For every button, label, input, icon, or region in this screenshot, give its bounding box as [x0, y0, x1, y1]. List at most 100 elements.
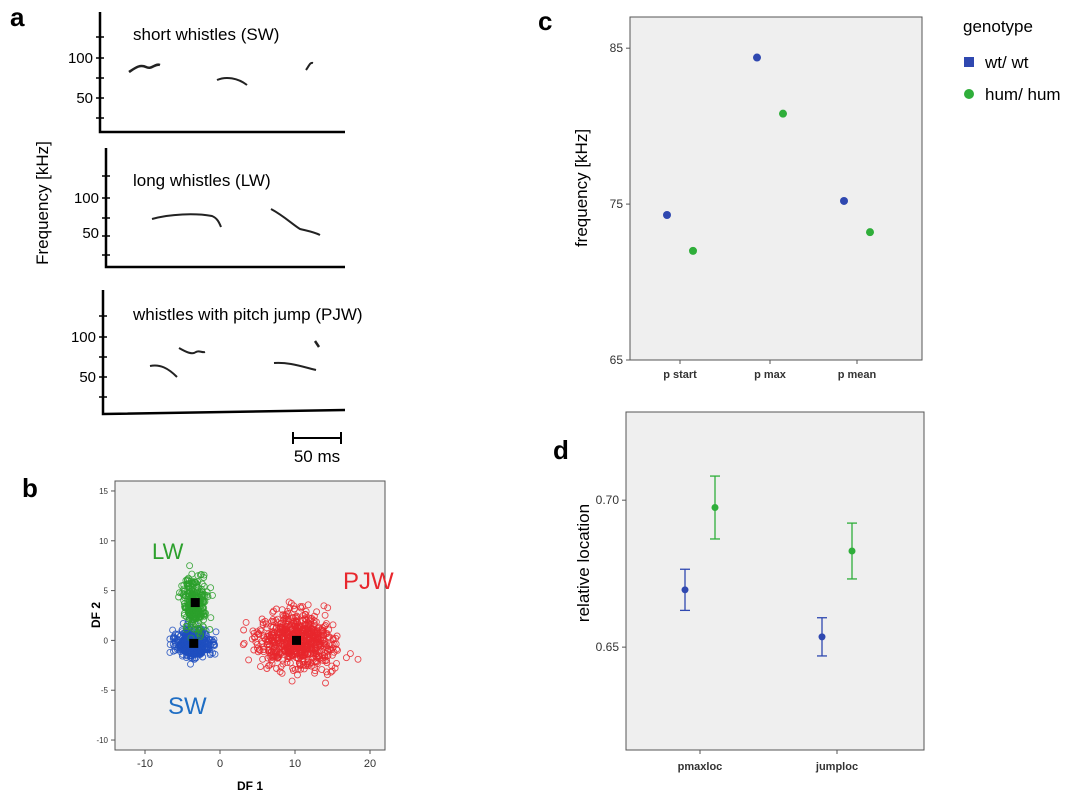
axis-ticks: 65 75 85 p start p max p mean: [610, 41, 877, 381]
scatter-point: [250, 646, 258, 654]
scatter-point: [323, 671, 331, 679]
scatter-point: [313, 654, 321, 661]
scatter-point: [302, 628, 310, 636]
scatter-point: [298, 630, 306, 638]
tick-label-100: 100: [68, 50, 93, 67]
scatter-point: [321, 622, 329, 629]
scatter-point: [283, 638, 291, 646]
scatter-point: [316, 639, 324, 647]
y-tick-label: 5: [104, 587, 109, 596]
scatter-point: [253, 628, 261, 636]
scatter-point: [305, 631, 313, 639]
scatter-point: [273, 665, 280, 672]
scatter-point: [321, 611, 329, 619]
scatter-point: [171, 643, 178, 650]
scatter-point: [268, 659, 276, 667]
scatter-point: [259, 621, 267, 629]
scatter-point: [310, 617, 318, 625]
scatter-point: [254, 648, 262, 656]
scatter-point: [306, 644, 314, 651]
scatter-point: [305, 624, 312, 632]
scatter-point: [192, 614, 200, 622]
scatter-point: [195, 622, 202, 630]
centroid-marker: [292, 635, 301, 645]
scatter-point: [312, 633, 320, 641]
scatter-point: [257, 663, 264, 671]
scatter-point: [323, 659, 331, 667]
spectrogram-axes: [101, 290, 346, 416]
y-tick-label: 10: [99, 537, 108, 546]
y-tick-label: 65: [610, 353, 624, 367]
scatter-point: [199, 638, 207, 646]
scatter-point: [288, 677, 296, 685]
scatter-point: [278, 619, 285, 627]
y-tick-label: -5: [101, 686, 109, 695]
scatter-point: [176, 589, 183, 597]
scatter-point: [196, 632, 204, 640]
x-tick-label: p max: [754, 369, 787, 381]
scatter-point: [183, 651, 191, 659]
scatter-point: [342, 654, 350, 662]
scatter-point: [178, 626, 186, 634]
tick-label-50: 50: [76, 90, 93, 107]
scatter-point: [279, 645, 287, 653]
scatter-point: [328, 662, 336, 670]
scatter-point: [166, 648, 174, 656]
scatter-point: [332, 634, 340, 642]
scatter-point: [304, 658, 312, 666]
scatter-point: [272, 605, 280, 613]
tick-label-50: 50: [82, 225, 99, 242]
scatter-point: [195, 644, 203, 652]
scatter-point: [272, 633, 280, 641]
scatter-point: [203, 646, 211, 653]
scatter-point: [183, 622, 191, 630]
scatter-point: [245, 656, 253, 664]
scatter-point: [311, 669, 319, 677]
panel-a: Frequency [kHz] 100 50 short whistles (S…: [33, 12, 363, 466]
scatter-point: [320, 652, 328, 660]
data-point: [866, 228, 874, 237]
scatter-point: [201, 609, 209, 617]
spectrogram-axes: [98, 12, 345, 134]
scatter-point: [286, 632, 294, 640]
whistle-trace: [313, 340, 321, 348]
scatter-point: [297, 665, 305, 673]
scatter-point: [310, 637, 318, 644]
scatter-point: [306, 616, 314, 624]
scatter-point: [280, 627, 288, 635]
cluster-label-lw: LW: [152, 539, 184, 564]
data-point: [818, 633, 826, 641]
scatter-point: [257, 627, 265, 635]
scatter-point: [239, 641, 247, 649]
scatter-point: [211, 642, 218, 649]
scatter-point: [312, 657, 320, 665]
scatter-point: [322, 679, 329, 687]
scatter-point: [321, 657, 329, 664]
y-tick-label: -10: [96, 736, 108, 745]
scatter-point: [258, 640, 266, 648]
y-tick-label: 85: [610, 41, 624, 55]
scatter-point: [255, 630, 263, 638]
scatter-point: [290, 605, 298, 613]
scatter-point: [181, 638, 189, 646]
panel-b: -10 0 10 20 -10 -5 0 5 10 15 LW SW PJW DF 1 DF 2: [89, 480, 394, 793]
scatter-point: [283, 628, 290, 635]
scatter-point: [187, 660, 194, 668]
scale-bar-label: 50 ms: [294, 447, 340, 466]
scatter-point: [291, 620, 299, 628]
scatter-point: [278, 669, 286, 677]
data-point: [848, 547, 856, 555]
scatter-point: [200, 571, 208, 579]
scatter-point: [307, 625, 315, 633]
y-tick-label: 0.65: [596, 640, 620, 654]
y-axis-label: relative location: [574, 504, 593, 622]
x-tick-label: jumploc: [815, 761, 858, 773]
scatter-point: [297, 650, 305, 658]
scatter-point: [271, 641, 279, 649]
scatter-point: [206, 626, 214, 633]
centroid-marker: [189, 638, 199, 648]
spectrogram-pjw: 100 50 whistles with pitch jump (PJW): [71, 290, 363, 416]
scatter-point: [294, 665, 302, 673]
spectrogram-lw: 100 50 long whistles (LW): [74, 148, 345, 269]
subplot-title-pjw: whistles with pitch jump (PJW): [132, 305, 363, 324]
